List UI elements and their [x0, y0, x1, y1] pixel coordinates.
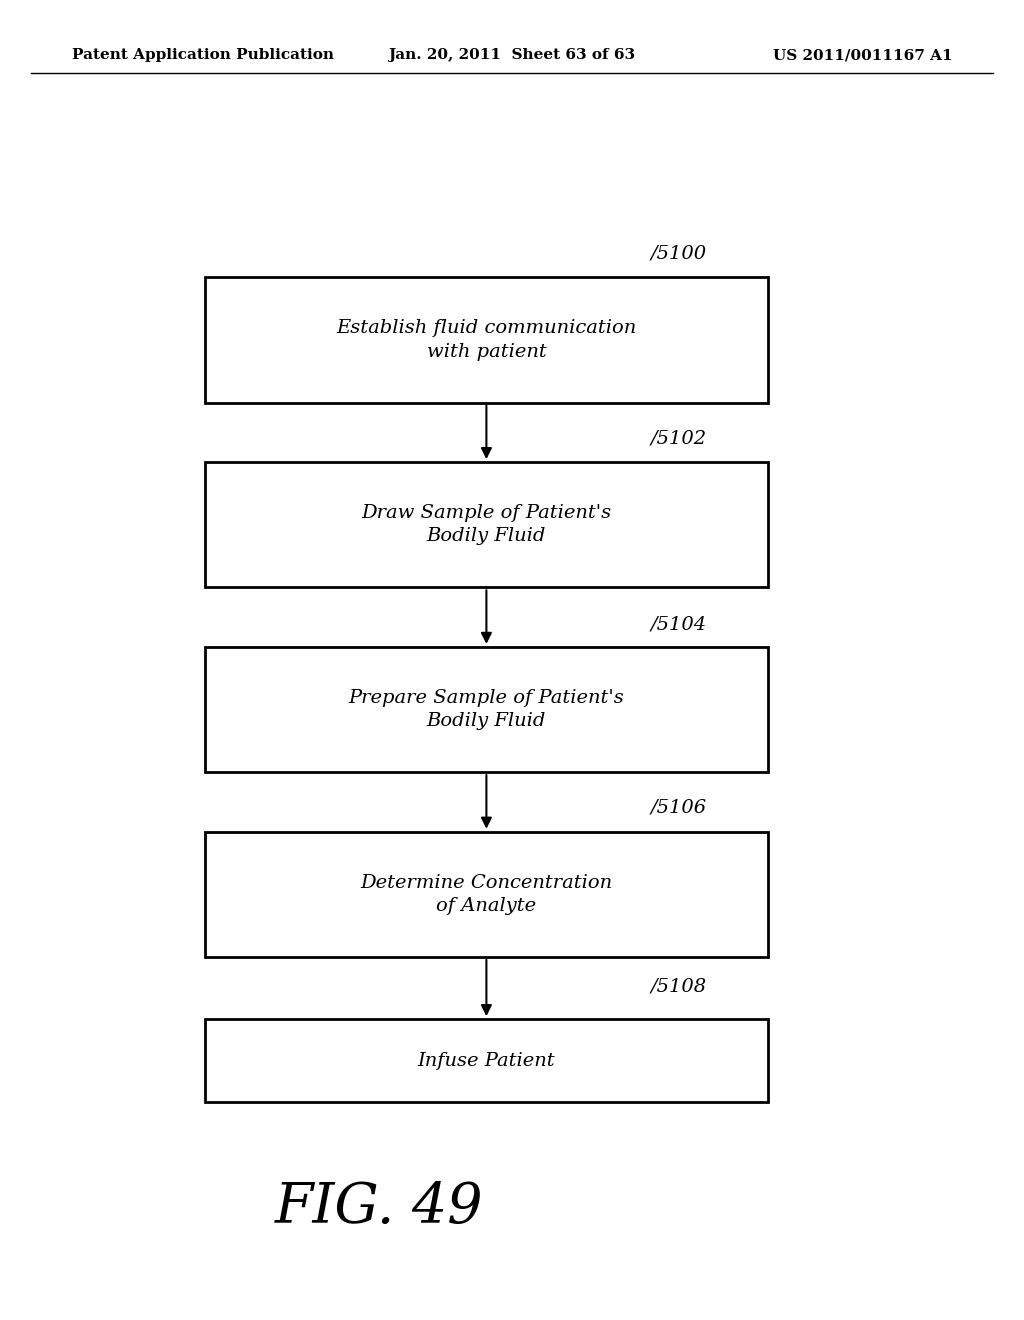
- Text: Infuse Patient: Infuse Patient: [418, 1052, 555, 1069]
- Text: Prepare Sample of Patient's
Bodily Fluid: Prepare Sample of Patient's Bodily Fluid: [348, 689, 625, 730]
- Text: Determine Concentration
of Analyte: Determine Concentration of Analyte: [360, 874, 612, 915]
- Bar: [205, 462, 768, 587]
- Text: Patent Application Publication: Patent Application Publication: [72, 49, 334, 62]
- Text: /5102: /5102: [650, 429, 707, 447]
- Bar: [205, 832, 768, 957]
- Text: Draw Sample of Patient's
Bodily Fluid: Draw Sample of Patient's Bodily Fluid: [361, 504, 611, 545]
- Bar: [205, 277, 768, 403]
- Text: /5106: /5106: [650, 799, 707, 817]
- Text: /5104: /5104: [650, 615, 707, 634]
- Text: Establish fluid communication
with patient: Establish fluid communication with patie…: [336, 319, 637, 360]
- Text: FIG. 49: FIG. 49: [274, 1180, 483, 1236]
- Bar: [205, 647, 768, 772]
- Text: /5108: /5108: [650, 977, 707, 995]
- Bar: [205, 1019, 768, 1102]
- Text: /5100: /5100: [650, 244, 707, 263]
- Text: Jan. 20, 2011  Sheet 63 of 63: Jan. 20, 2011 Sheet 63 of 63: [388, 49, 636, 62]
- Text: US 2011/0011167 A1: US 2011/0011167 A1: [773, 49, 952, 62]
